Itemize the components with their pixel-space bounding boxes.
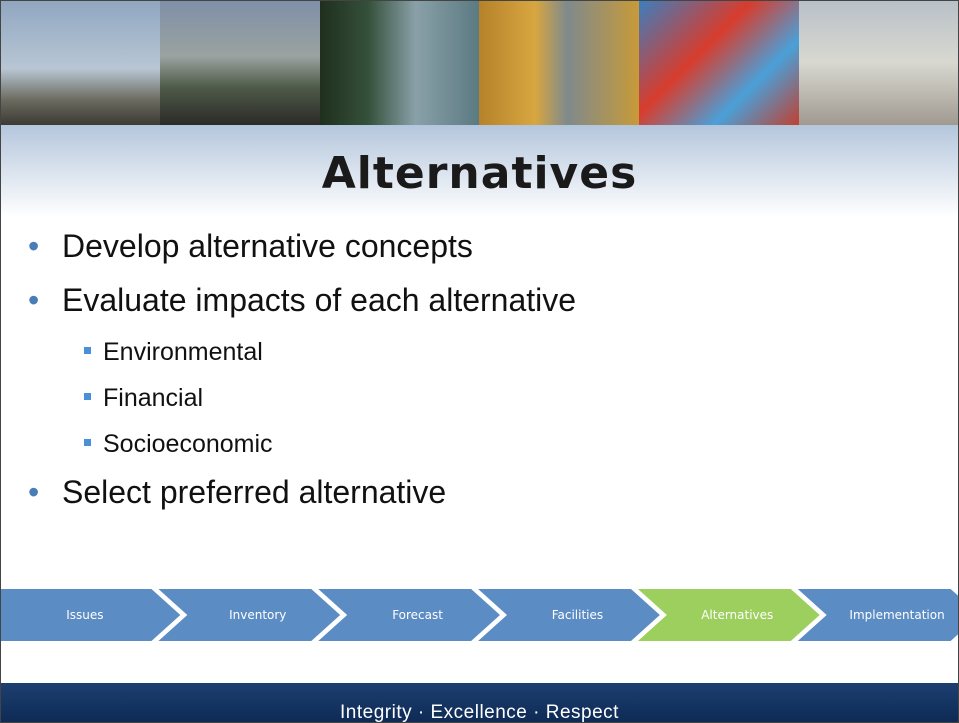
footer: Integrity · Excellence · Respect: [0, 683, 959, 723]
process-chevrons: Issues Inventory Forecast Facilities Alterna…: [0, 586, 959, 644]
photo-truck: [479, 0, 639, 125]
photo-banner: [0, 0, 959, 125]
sub-bullet: Socioeconomic: [84, 430, 273, 459]
bullet-text: Select preferred alternative: [62, 474, 446, 510]
photo-planes: [639, 0, 799, 125]
photo-airport: [0, 0, 160, 125]
chevron-label: Inventory: [229, 608, 286, 622]
bullet: •Develop alternative concepts: [28, 228, 473, 265]
photo-building: [799, 0, 959, 125]
chevron-label: Alternatives: [701, 608, 773, 622]
sub-bullet-text: Financial: [103, 384, 203, 412]
bullet-text: Evaluate impacts of each alternative: [62, 282, 576, 318]
footer-text: Integrity · Excellence · Respect: [340, 702, 619, 723]
sub-bullet: Financial: [84, 384, 203, 413]
bullet: •Select preferred alternative: [28, 474, 446, 511]
sub-bullet-text: Socioeconomic: [103, 430, 273, 458]
bullet: •Evaluate impacts of each alternative: [28, 282, 576, 319]
chevron-label: Implementation: [849, 608, 944, 622]
sub-bullet-text: Environmental: [103, 338, 263, 366]
photo-ferry: [320, 0, 480, 125]
chevron-label: Forecast: [392, 608, 443, 622]
photo-paving: [160, 0, 320, 125]
slide: {"header": {"title": "Alternatives"}, "b…: [0, 0, 959, 723]
sub-bullet: Environmental: [84, 338, 263, 367]
chevron-label: Issues: [66, 608, 103, 622]
slide-title: Alternatives: [0, 148, 959, 199]
chevron-label: Facilities: [552, 608, 603, 622]
bullet-text: Develop alternative concepts: [62, 228, 473, 264]
